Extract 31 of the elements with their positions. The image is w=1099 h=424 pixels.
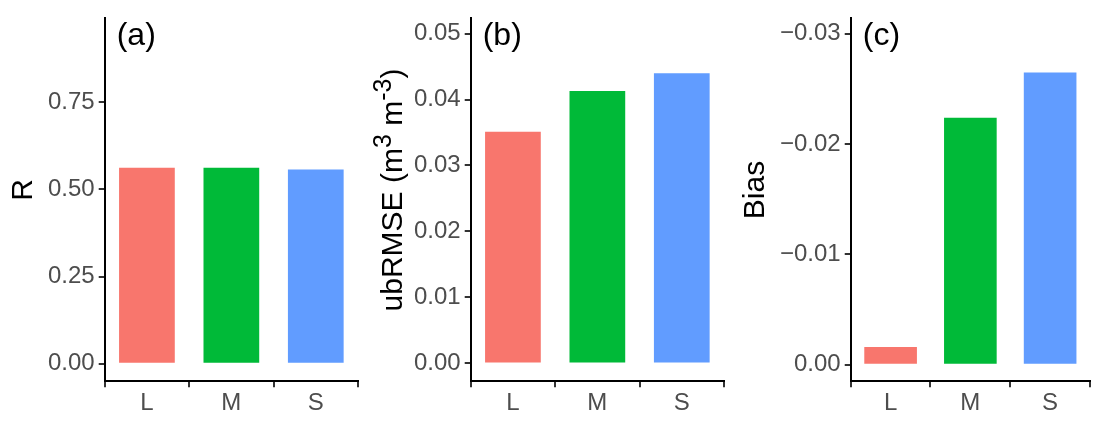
y-tick-label: 0.00 (794, 349, 841, 377)
y-tick-label: 0.04 (413, 84, 461, 112)
y-axis-title: Bias (737, 160, 771, 220)
x-tick-label: M (587, 388, 608, 416)
y-tick-label: 0.50 (47, 173, 95, 201)
bar (485, 131, 541, 363)
y-tick-label: 0.02 (413, 216, 461, 244)
y-tick-label: 0.25 (47, 261, 95, 289)
y-tick-label: 0.01 (413, 282, 461, 310)
y-tick-label: 0.05 (413, 18, 461, 46)
bar (569, 90, 626, 363)
y-tick-label: 0.00 (413, 348, 461, 376)
chart-title: (c) (862, 16, 901, 53)
x-tick-label: S (307, 388, 324, 416)
y-tick-label: −0.03 (779, 18, 841, 46)
bar (653, 73, 710, 363)
y-tick-label: 0.00 (47, 348, 95, 376)
x-tick-label: M (960, 388, 981, 416)
y-tick-label: 0.75 (47, 86, 95, 114)
x-tick-label: L (883, 388, 898, 416)
x-tick-label: S (1042, 388, 1059, 416)
y-tick-label: −0.01 (779, 239, 841, 267)
chart-title: (b) (482, 16, 522, 53)
x-tick-label: S (673, 388, 690, 416)
x-tick-label: L (506, 388, 520, 416)
y-axis-title: R (5, 179, 39, 201)
chart-title: (a) (116, 16, 156, 53)
x-tick-label: M (221, 388, 242, 416)
x-tick-label: L (140, 388, 154, 416)
y-tick-label: −0.02 (779, 128, 841, 156)
y-tick-label: 0.03 (413, 150, 461, 178)
